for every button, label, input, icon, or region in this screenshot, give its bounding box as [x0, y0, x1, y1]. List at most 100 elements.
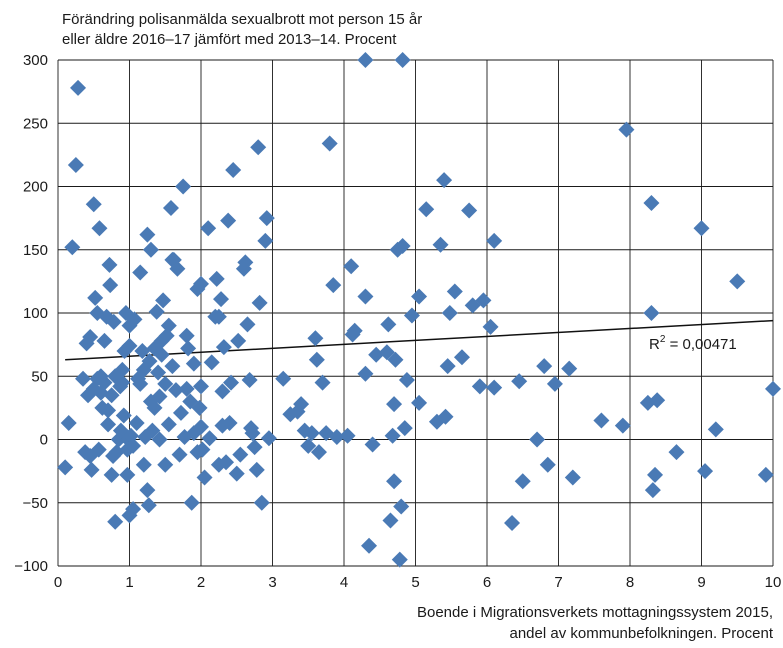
data-point: [180, 340, 197, 357]
data-point: [314, 374, 331, 391]
data-point: [393, 498, 410, 515]
y-tick-label: −100: [14, 558, 48, 575]
data-point: [171, 446, 188, 463]
data-point: [378, 344, 395, 361]
data-point: [707, 421, 724, 438]
y-tick-labels: −100 −50 0 50 100 150 200 250 300: [14, 52, 48, 575]
x-tick-labels: 0 1 2 3 4 5 6 7 8 9 10: [54, 574, 782, 591]
data-point: [643, 305, 660, 321]
data-point: [70, 79, 87, 96]
data-point: [382, 512, 399, 529]
data-point: [403, 307, 420, 324]
data-point: [160, 317, 177, 334]
data-point: [144, 422, 161, 439]
data-point: [101, 256, 118, 273]
x-tick-label: 8: [626, 574, 634, 591]
data-point: [193, 378, 209, 395]
data-point: [175, 178, 192, 195]
data-point: [164, 358, 181, 375]
data-point: [225, 162, 242, 179]
data-point: [649, 392, 666, 409]
data-point: [162, 200, 179, 217]
data-point: [85, 196, 102, 213]
y-tick-label: 300: [23, 52, 48, 69]
data-point: [328, 428, 345, 445]
data-point: [196, 469, 213, 486]
data-point: [539, 456, 556, 473]
data-point: [139, 482, 156, 499]
y-tick-label: 200: [23, 179, 48, 196]
data-point: [325, 277, 342, 294]
x-tick-label: 3: [268, 574, 276, 591]
data-point: [253, 494, 270, 511]
data-point: [729, 273, 746, 290]
data-point: [441, 305, 458, 321]
x-tick-label: 5: [411, 574, 419, 591]
data-point: [214, 383, 231, 400]
data-point: [83, 461, 100, 478]
data-point: [536, 358, 553, 375]
data-point: [215, 339, 232, 356]
data-point: [114, 374, 131, 391]
data-point: [100, 402, 117, 419]
data-point: [126, 311, 143, 328]
trendline: [65, 319, 774, 361]
data-point: [148, 303, 165, 320]
data-point: [82, 329, 99, 346]
data-point: [178, 327, 195, 344]
data-point: [391, 551, 408, 568]
data-point: [132, 375, 149, 392]
x-tick-label: 7: [554, 574, 562, 591]
data-point: [90, 441, 107, 458]
x-tick-label: 10: [765, 574, 782, 591]
data-point: [386, 473, 403, 490]
data-point: [618, 121, 635, 138]
data-point: [157, 375, 174, 392]
y-axis-label-line-1: Förändring polisanmälda sexualbrott mot …: [62, 11, 422, 28]
data-point: [275, 370, 292, 387]
data-point: [257, 232, 274, 249]
data-point: [432, 236, 449, 253]
data-point: [310, 444, 327, 461]
x-tick-label: 6: [483, 574, 491, 591]
data-point: [248, 461, 265, 478]
y-axis-label-line-2: eller äldre 2016–17 jämfört med 2013–14.…: [62, 31, 397, 48]
r-squared-sup: 2: [660, 334, 666, 345]
data-point: [103, 466, 120, 483]
data-point: [514, 473, 531, 490]
data-point: [57, 459, 74, 476]
data-point: [343, 258, 360, 275]
data-point: [668, 444, 685, 461]
data-point: [244, 425, 261, 442]
data-point: [561, 360, 578, 377]
data-point: [193, 275, 209, 292]
data-point: [439, 358, 456, 375]
data-point: [307, 330, 324, 347]
trendline-layer: [65, 319, 774, 361]
data-point: [75, 370, 92, 387]
data-point: [146, 399, 163, 416]
data-point: [134, 342, 151, 359]
data-point: [293, 396, 310, 413]
data-point: [546, 375, 563, 392]
data-point: [172, 404, 189, 421]
data-point: [346, 322, 363, 339]
data-point: [614, 417, 631, 434]
data-point: [564, 469, 581, 486]
data-point: [251, 294, 268, 311]
data-point: [185, 355, 202, 372]
data-point: [232, 446, 249, 463]
data-point: [339, 427, 356, 444]
data-point: [475, 292, 492, 309]
x-tick-label: 9: [697, 574, 705, 591]
data-point: [239, 316, 256, 333]
data-point: [471, 378, 488, 395]
data-point: [167, 382, 184, 399]
data-point: [96, 374, 113, 391]
x-axis-label-line-2: andel av kommunbefolkningen. Procent: [510, 625, 774, 642]
data-point: [103, 387, 120, 404]
data-point: [96, 332, 113, 349]
data-point: [141, 353, 158, 370]
data-point: [142, 241, 159, 258]
